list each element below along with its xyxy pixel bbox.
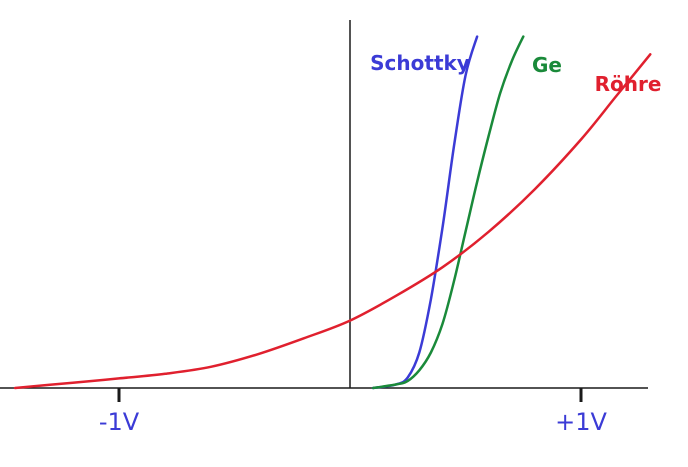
x-ticks: -1V +1V	[99, 388, 607, 436]
series-line-röhre	[13, 53, 652, 390]
x-tick-label: +1V	[555, 408, 607, 436]
series-label: Ge	[532, 53, 562, 77]
series-line-ge	[371, 35, 525, 390]
series-labels: Schottky Ge Röhre	[370, 51, 661, 96]
series-curves	[13, 35, 652, 390]
series-label: Schottky	[370, 51, 470, 75]
series-label: Röhre	[595, 72, 662, 96]
series-line-schottky	[371, 35, 479, 390]
x-tick-label: -1V	[99, 408, 140, 436]
